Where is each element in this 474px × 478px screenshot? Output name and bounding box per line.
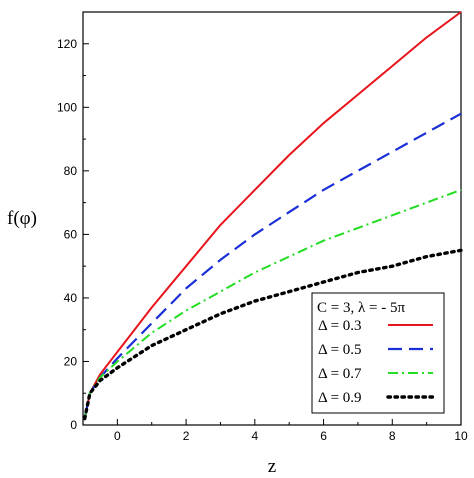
legend-box — [311, 292, 445, 414]
y-tick-label: 80 — [64, 164, 78, 178]
x-tick-label: 10 — [454, 429, 468, 443]
legend-label-1: Δ = 0.3 — [318, 318, 362, 334]
x-tick-label: 6 — [320, 429, 327, 443]
legend-label-4: Δ = 0.9 — [318, 390, 362, 406]
x-tick-label: 4 — [251, 429, 258, 443]
series-line-1 — [83, 11, 462, 419]
y-tick-label: 120 — [57, 37, 77, 51]
y-axis-title: f(φ) — [7, 208, 37, 229]
x-axis-ticks: 0 2 4 6 8 10 — [82, 419, 468, 443]
x-axis-title: z — [268, 456, 276, 477]
y-tick-label: 60 — [64, 227, 78, 241]
x-tick-label: 0 — [114, 429, 121, 443]
series-line-3 — [83, 188, 462, 419]
series-layer — [83, 11, 463, 421]
plot-area: 0 2 4 6 8 10 0 20 40 60 80 100 120 — [57, 11, 468, 443]
y-tick-label: 40 — [64, 291, 78, 305]
y-tick-label: 0 — [70, 418, 77, 432]
series-line-4 — [83, 248, 463, 421]
legend-title: C = 3, λ = - 5π — [317, 300, 405, 316]
plot-frame — [82, 11, 462, 426]
y-axis-ticks: 0 20 40 60 80 100 120 — [57, 37, 89, 432]
y-tick-label: 100 — [57, 100, 77, 114]
legend-label-3: Δ = 0.7 — [318, 366, 362, 382]
legend: C = 3, λ = - 5π Δ = 0.3Δ = 0.5Δ = 0.7Δ =… — [311, 292, 445, 414]
legend-items: Δ = 0.3 Δ = 0.5 Δ = 0.7 Δ = 0.9 — [318, 318, 435, 406]
legend-label-2: Δ = 0.5 — [318, 342, 362, 358]
x-tick-label: 2 — [183, 429, 190, 443]
x-tick-label: 8 — [389, 429, 396, 443]
y-tick-label: 20 — [64, 354, 78, 368]
